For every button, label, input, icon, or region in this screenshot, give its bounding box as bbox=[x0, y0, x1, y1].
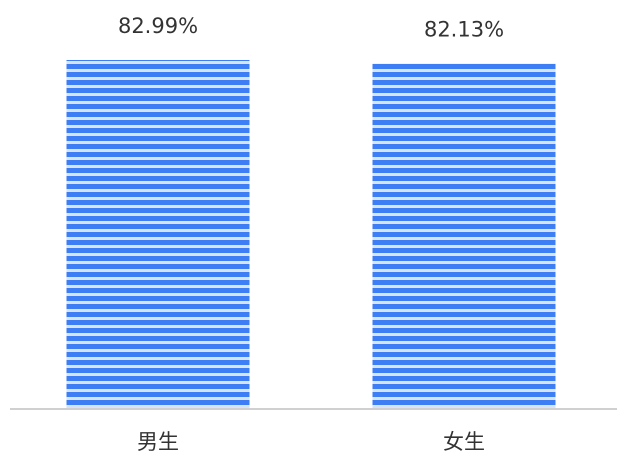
value-label: 82.99% bbox=[118, 14, 198, 38]
bar bbox=[372, 63, 556, 409]
bar bbox=[66, 60, 250, 408]
x-tick-label: 女生 bbox=[443, 430, 485, 454]
value-label: 82.13% bbox=[424, 18, 504, 42]
x-tick-label: 男生 bbox=[137, 430, 179, 454]
